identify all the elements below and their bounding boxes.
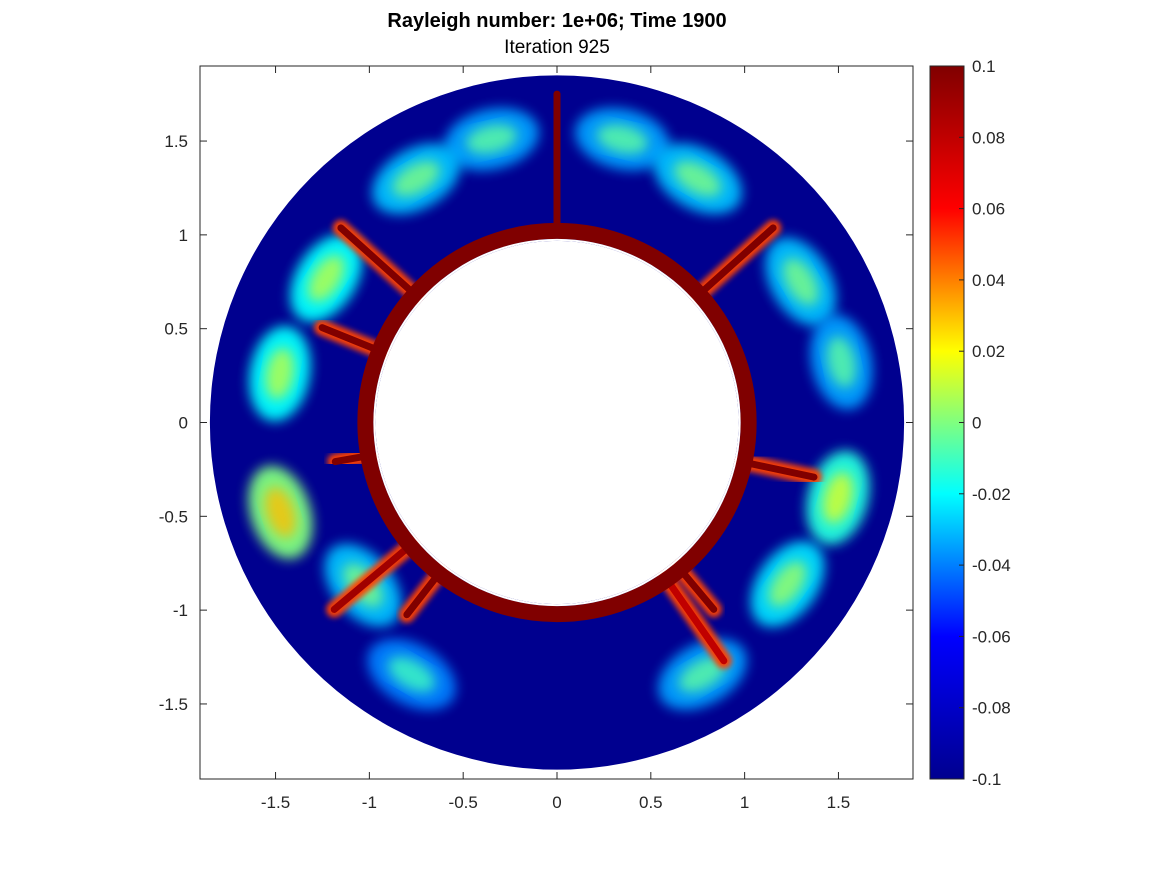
- colorbar-tick-label: 0.1: [972, 57, 996, 76]
- y-tick-label: 0: [179, 414, 188, 433]
- colorbar-tick-label: 0.04: [972, 271, 1005, 290]
- colorbar-tick-label: -0.02: [972, 485, 1011, 504]
- colorbar-tick-label: 0.02: [972, 342, 1005, 361]
- plot-area: -1.5 -1 -0.5 0 0.5 1 1.5 1.5 1 0.5 0 -0.5 -1 -1.5: [159, 65, 914, 812]
- chart-subtitle: Iteration 925: [504, 37, 610, 58]
- field-cell-core: [782, 258, 819, 306]
- x-tick-label: 1: [740, 793, 749, 812]
- y-tick-label: -1.5: [159, 695, 188, 714]
- y-tick-label: 1: [179, 226, 188, 245]
- x-tick-label: -1: [362, 793, 377, 812]
- field-cell-core: [392, 160, 440, 197]
- plume: [330, 539, 417, 613]
- x-tick-label: 0.5: [639, 793, 663, 812]
- colorbar-ticks: 0.1 0.08 0.06 0.04 0.02 0 -0.02 -0.04 -0.06 -0.08…: [959, 57, 1011, 789]
- x-tick-label: 0: [552, 793, 561, 812]
- plume: [337, 224, 422, 301]
- colorbar-tick-label: -0.08: [972, 699, 1011, 718]
- plume: [692, 224, 777, 301]
- plume: [737, 458, 818, 481]
- colorbar-ramp: [929, 65, 965, 780]
- field-cell-core: [826, 336, 857, 388]
- y-tick-label: -1: [173, 601, 188, 620]
- colorbar-tick-label: -0.1: [972, 770, 1001, 789]
- field-cell-core: [822, 472, 854, 524]
- colorbar-tick-label: 0.06: [972, 200, 1005, 219]
- colorbar-tick-label: 0: [972, 414, 981, 433]
- field-cell-core: [768, 561, 807, 607]
- x-axis: -1.5 -1 -0.5 0 0.5 1 1.5: [261, 66, 850, 812]
- field-cell-core: [466, 124, 518, 154]
- field-cell-core: [596, 124, 648, 154]
- x-tick-label: 1.5: [827, 793, 851, 812]
- field-cell-core: [678, 656, 726, 693]
- field-cell-core: [674, 160, 722, 197]
- inner-boundary-layer: [357, 222, 757, 623]
- colorbar: 0.1 0.08 0.06 0.04 0.02 0 -0.02 -0.04 -0.06 -0.08…: [929, 57, 1011, 789]
- y-tick-label: 1.5: [164, 132, 188, 151]
- colorbar-tick-label: -0.06: [972, 627, 1011, 646]
- x-tick-label: -0.5: [449, 793, 478, 812]
- chart-title: Rayleigh number: 1e+06; Time 1900: [387, 10, 726, 32]
- colorbar-tick-label: -0.04: [972, 556, 1011, 575]
- x-tick-label: -1.5: [261, 793, 290, 812]
- field-cell-core: [265, 347, 295, 400]
- y-axis: 1.5 1 0.5 0 -0.5 -1 -1.5: [159, 132, 913, 714]
- field-cell-core: [388, 656, 436, 693]
- plume: [661, 572, 728, 665]
- field-cell-core: [264, 487, 296, 538]
- field-cell-core: [308, 255, 345, 302]
- y-tick-label: -0.5: [159, 507, 188, 526]
- y-tick-label: 0.5: [164, 320, 188, 339]
- colorbar-tick-label: 0.08: [972, 128, 1005, 147]
